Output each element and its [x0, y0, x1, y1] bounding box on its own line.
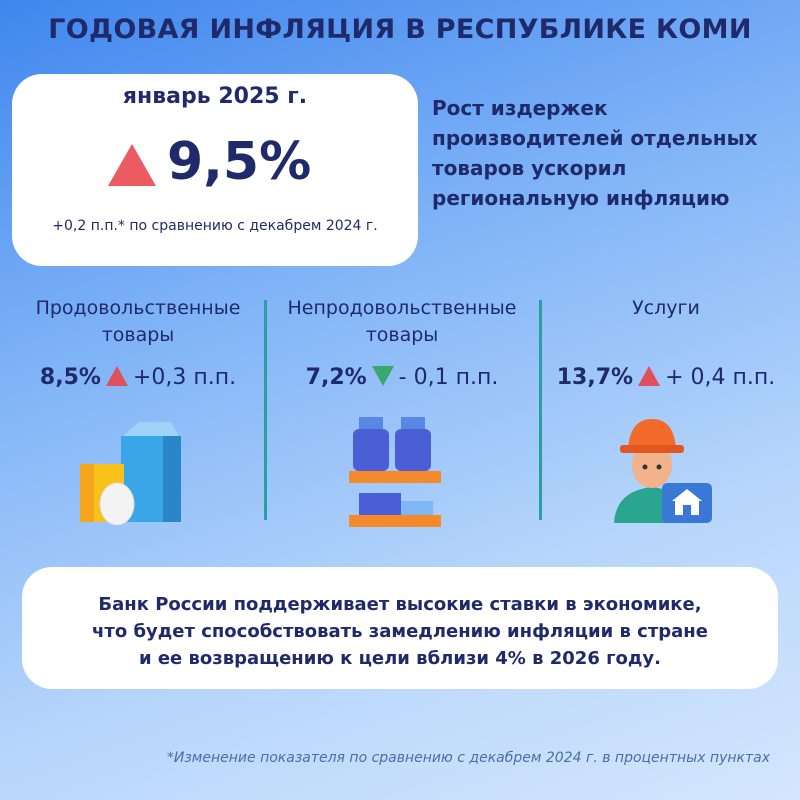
category-row: 13,7% + 0,4 п.п.: [534, 365, 798, 390]
period: январь 2025 г.: [122, 84, 308, 109]
triangle: [371, 366, 394, 386]
category-row: 7,2% - 0,1 п.п.: [270, 365, 534, 390]
direction-triangle: [105, 366, 128, 386]
category: Непродовольственные товары 7,2% - 0,1 п.п.: [270, 295, 534, 390]
category-change: - 0,1 п.п.: [398, 365, 499, 390]
category-value: 8,5%: [39, 365, 101, 390]
direction-triangle: [371, 366, 394, 386]
note-line: Банк России поддерживает высокие ставки …: [98, 594, 702, 615]
triangle: [638, 366, 661, 386]
divider: [264, 300, 267, 520]
category-change: + 0,4 п.п.: [665, 365, 776, 390]
services-icon: [614, 419, 712, 523]
direction-triangle: [638, 366, 661, 386]
category: Услуги 13,7% + 0,4 п.п.: [534, 295, 798, 390]
food-icon: [80, 422, 181, 526]
summary: Рост издержек производителей отдельных тов…: [432, 93, 792, 213]
note-card: Банк России поддерживает высокие ставки …: [22, 567, 778, 689]
note-line: и ее возвращению к цели вблизи 4% в 2026…: [138, 648, 662, 669]
summary-line: Рост издержек: [432, 96, 608, 120]
summary-line: производителей отдельных: [432, 126, 758, 150]
category-change: +0,3 п.п.: [132, 365, 237, 390]
footnote: *Изменение показателя по сравнению с дек…: [166, 750, 770, 766]
note-line: что будет способствовать замедлению инфл…: [92, 621, 708, 642]
divider: [539, 300, 542, 520]
goods-icon: [349, 417, 441, 527]
headline-value: 9,5%: [167, 132, 312, 192]
summary-line: товаров ускорил: [432, 156, 627, 180]
category: Продовольственные товары 8,5% +0,3 п.п.: [6, 295, 270, 390]
category-name: Непродовольственные товары: [287, 297, 517, 346]
headline-change: +0,2 п.п.* по сравнению с декабрем 2024 …: [52, 218, 378, 234]
category-value: 7,2%: [305, 365, 367, 390]
category-value: 13,7%: [556, 365, 634, 390]
category-row: 8,5% +0,3 п.п.: [6, 365, 270, 390]
triangle: [105, 366, 128, 386]
title: ГОДОВАЯ ИНФЛЯЦИЯ В РЕСПУБЛИКЕ КОМИ: [48, 14, 752, 45]
up-triangle: [108, 144, 156, 186]
headline-card: январь 2025 г. 9,5% +0,2 п.п.* по сравне…: [12, 74, 418, 266]
summary-line: региональную инфляцию: [432, 186, 730, 210]
category-name: Продовольственные товары: [35, 297, 241, 346]
note: Банк России поддерживает высокие ставки …: [22, 567, 778, 672]
category-name: Услуги: [632, 297, 700, 319]
